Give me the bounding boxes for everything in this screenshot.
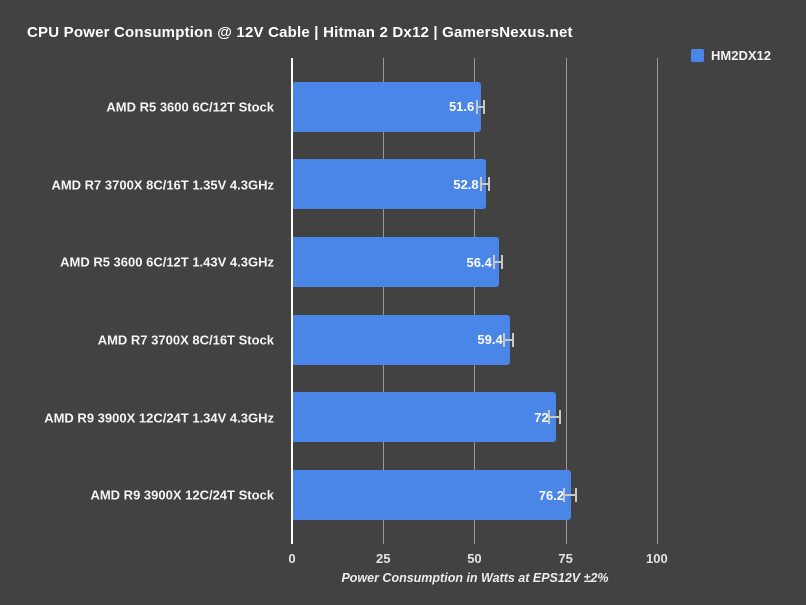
bar-value-label: 76.2 bbox=[538, 487, 565, 503]
legend: HM2DX12 bbox=[691, 48, 771, 63]
error-bar-cap bbox=[483, 99, 486, 114]
bar: 59.4 bbox=[293, 314, 510, 365]
error-bar-cap bbox=[487, 177, 490, 192]
error-bar-line bbox=[476, 105, 485, 108]
gridline bbox=[383, 58, 385, 544]
error-bar-cap bbox=[512, 332, 515, 347]
bar-row: 59.4 bbox=[292, 301, 770, 379]
error-bar-cap bbox=[563, 488, 566, 503]
category-label: AMD R7 3700X 8C/16T Stock bbox=[97, 332, 274, 348]
x-tick-label: 100 bbox=[646, 551, 668, 566]
error-bar-cap bbox=[475, 99, 478, 114]
bar: 56.4 bbox=[293, 237, 499, 288]
bar: 52.8 bbox=[293, 159, 486, 210]
error-bar-line bbox=[480, 183, 489, 186]
error-bar-cap bbox=[503, 332, 506, 347]
chart-title: CPU Power Consumption @ 12V Cable | Hitm… bbox=[27, 24, 573, 41]
error-bar-line bbox=[564, 494, 576, 497]
y-axis-category-labels: AMD R5 3600 6C/12T Stock AMD R7 3700X 8C/… bbox=[0, 68, 283, 534]
legend-color-swatch-icon bbox=[691, 49, 704, 62]
bar: 51.6 bbox=[293, 81, 482, 132]
bar-value-label: 52.8 bbox=[453, 176, 479, 192]
category-label: AMD R7 3700X 8C/16T 1.35V 4.3GHz bbox=[51, 177, 274, 192]
plot-area: 51.6 52.8 56.4 59.4 72 76.2 bbox=[291, 58, 770, 544]
bar-row: 56.4 bbox=[292, 223, 770, 301]
bar-row: 51.6 bbox=[292, 68, 770, 146]
error-bar-line bbox=[504, 338, 514, 341]
x-tick-label: 0 bbox=[288, 551, 296, 566]
error-bar-line bbox=[549, 416, 560, 419]
error-bar-cap bbox=[558, 410, 561, 425]
x-axis-title: Power Consumption in Watts at EPS12V ±2% bbox=[341, 571, 609, 585]
category-label: AMD R9 3900X 12C/24T 1.34V 4.3GHz bbox=[44, 410, 274, 425]
category-label: AMD R5 3600 6C/12T 1.43V 4.3GHz bbox=[60, 254, 274, 270]
x-tick-label: 75 bbox=[558, 551, 573, 566]
gridline bbox=[474, 58, 476, 544]
bar-value-label: 56.4 bbox=[466, 254, 492, 270]
gridline bbox=[656, 58, 658, 544]
bar-row: 76.2 bbox=[292, 456, 770, 534]
bar-row: 52.8 bbox=[292, 146, 770, 224]
error-bar-cap bbox=[479, 177, 482, 192]
legend-series-label: HM2DX12 bbox=[711, 48, 771, 63]
category-label: AMD R5 3600 6C/12T Stock bbox=[106, 99, 274, 115]
bar-value-label: 59.4 bbox=[477, 332, 503, 348]
bar: 76.2 bbox=[293, 470, 572, 521]
error-bar-cap bbox=[548, 410, 551, 425]
bar-row: 72 bbox=[292, 379, 770, 457]
error-bar-cap bbox=[492, 255, 495, 270]
x-tick-label: 25 bbox=[375, 551, 391, 566]
gridline bbox=[565, 58, 567, 544]
error-bar-cap bbox=[574, 488, 577, 503]
bar-value-label: 51.6 bbox=[448, 99, 475, 115]
y-axis-line bbox=[291, 58, 293, 544]
error-bar-line bbox=[493, 261, 502, 264]
category-label: AMD R9 3900X 12C/24T Stock bbox=[90, 487, 274, 503]
error-bar-cap bbox=[500, 255, 503, 270]
bar-value-label: 72 bbox=[534, 409, 549, 425]
x-tick-label: 50 bbox=[467, 551, 482, 566]
bar: 72 bbox=[293, 392, 556, 443]
